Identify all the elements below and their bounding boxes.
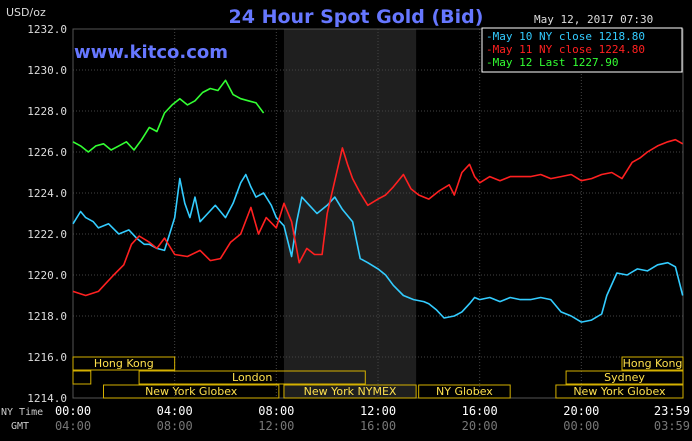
y-tick-label: 1230.0	[27, 64, 67, 77]
session-label: Hong Kong	[94, 357, 154, 370]
timestamp: May 12, 2017 07:30	[534, 13, 653, 26]
y-axis-label: USD/oz	[6, 6, 46, 19]
x-tick-label-ny: 20:00	[563, 404, 599, 418]
x-tick-label-gmt: 00:00	[563, 419, 599, 433]
session-label: New York Globex	[573, 385, 666, 398]
session-box	[283, 384, 417, 399]
y-tick-label: 1232.0	[27, 23, 67, 36]
session-label: Sydney	[604, 371, 645, 384]
gmt-label: GMT	[11, 421, 29, 432]
y-tick-label: 1216.0	[27, 351, 67, 364]
x-tick-label-gmt: 20:00	[462, 419, 498, 433]
session-box	[72, 370, 92, 385]
session-box	[72, 356, 176, 371]
x-tick-label-gmt: 04:00	[55, 419, 91, 433]
y-tick-label: 1218.0	[27, 310, 67, 323]
x-tick-labels: 00:0004:0004:0008:0008:0012:0012:0016:00…	[55, 404, 690, 433]
legend-entry: -May 11 NY close 1224.80	[486, 43, 645, 56]
legend-entry: -May 12 Last 1227.90	[486, 56, 618, 69]
session-label: New York Globex	[145, 385, 238, 398]
nymex-highlight	[283, 29, 417, 398]
series-line-may12	[72, 79, 265, 153]
session-box	[138, 370, 366, 385]
session-box	[565, 370, 684, 385]
y-tick-labels: 1232.0 1230.0 1228.0 1226.0 1224.0 1222.0 1220…	[27, 23, 67, 405]
session-box	[621, 356, 684, 371]
session-label: New York NYMEX	[304, 385, 397, 398]
y-tick-label: 1224.0	[27, 187, 67, 200]
series-line-may10	[72, 173, 684, 323]
session-box	[418, 384, 511, 399]
x-tick-label-ny: 04:00	[157, 404, 193, 418]
y-tick-label: 1222.0	[27, 228, 67, 241]
session-box	[103, 384, 280, 399]
x-tick-label-gmt: 08:00	[157, 419, 193, 433]
x-tick-label-ny: 00:00	[55, 404, 91, 418]
x-tick-label-ny: 23:59	[654, 404, 690, 418]
x-tick-label-gmt: 16:00	[360, 419, 396, 433]
ny-time-label: NY Time	[1, 407, 43, 418]
x-tick-label-gmt: 03:59	[654, 419, 690, 433]
y-tick-label: 1214.0	[27, 392, 67, 405]
legend-entry: -May 10 NY close 1218.80	[486, 30, 645, 43]
x-tick-label-ny: 08:00	[258, 404, 294, 418]
x-tick-label-gmt: 12:00	[258, 419, 294, 433]
session-box	[555, 384, 684, 399]
series-line-may11	[72, 138, 684, 297]
watermark: www.kitco.com	[74, 42, 228, 63]
legend: -May 10 NY close 1218.80-May 11 NY close…	[481, 27, 683, 73]
session-label: Hong Kong	[623, 357, 683, 370]
legend-box	[481, 27, 683, 73]
y-tick-label: 1220.0	[27, 269, 67, 282]
y-tick-label: 1226.0	[27, 146, 67, 159]
x-tick-label-ny: 12:00	[360, 404, 396, 418]
chart-title: 24 Hour Spot Gold (Bid)	[229, 6, 484, 28]
series-layer	[72, 79, 684, 323]
plot-area	[73, 29, 683, 398]
session-label: London	[232, 371, 272, 384]
y-tick-label: 1228.0	[27, 105, 67, 118]
session-label: NY Globex	[436, 385, 493, 398]
x-tick-label-ny: 16:00	[462, 404, 498, 418]
